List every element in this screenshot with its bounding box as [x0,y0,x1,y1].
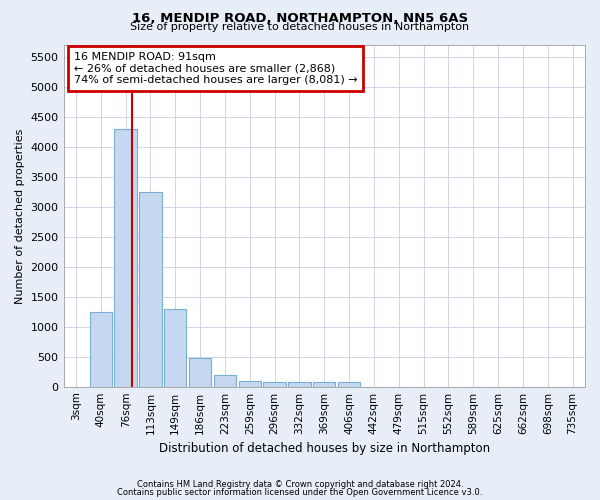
Bar [164,309,187,386]
Text: Size of property relative to detached houses in Northampton: Size of property relative to detached ho… [130,22,470,32]
Bar [338,382,360,386]
Bar [288,382,311,386]
Bar [189,358,211,386]
Text: Contains public sector information licensed under the Open Government Licence v3: Contains public sector information licen… [118,488,482,497]
Text: 16 MENDIP ROAD: 91sqm
← 26% of detached houses are smaller (2,868)
74% of semi-d: 16 MENDIP ROAD: 91sqm ← 26% of detached … [74,52,358,85]
Bar [115,129,137,386]
Text: Contains HM Land Registry data © Crown copyright and database right 2024.: Contains HM Land Registry data © Crown c… [137,480,463,489]
Text: 16, MENDIP ROAD, NORTHAMPTON, NN5 6AS: 16, MENDIP ROAD, NORTHAMPTON, NN5 6AS [132,12,468,26]
Bar [239,380,261,386]
Bar [139,192,161,386]
Bar [263,382,286,386]
Bar [89,312,112,386]
X-axis label: Distribution of detached houses by size in Northampton: Distribution of detached houses by size … [159,442,490,455]
Bar [313,382,335,386]
Bar [214,374,236,386]
Y-axis label: Number of detached properties: Number of detached properties [15,128,25,304]
